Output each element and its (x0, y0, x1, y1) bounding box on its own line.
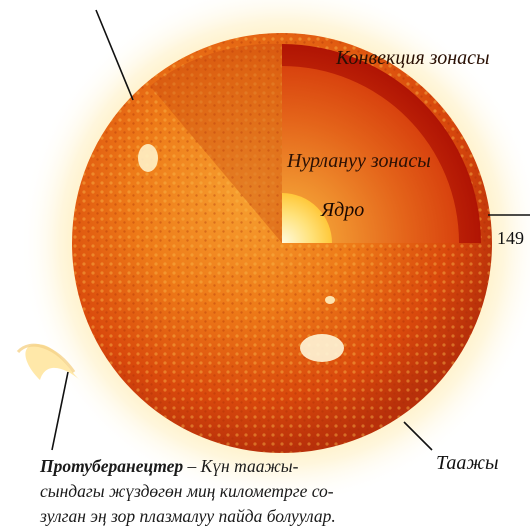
radiation-zone-label: Нурлануу зонасы (287, 150, 431, 172)
core (282, 193, 332, 243)
flare-spot (138, 144, 158, 172)
pointer-line-top (95, 9, 134, 101)
caption-term: Протуберанецтер (40, 456, 184, 476)
prominence (25, 344, 80, 380)
flare-spot (300, 334, 344, 362)
corona-label: Таажы (436, 452, 499, 474)
caption-line1: – Күн таажы- (183, 456, 299, 476)
pointer-line-prominence (51, 371, 69, 451)
radiation-zone (282, 66, 459, 243)
pointer-line-corona (403, 421, 433, 451)
distance-label: 149 (497, 228, 524, 248)
cutaway (150, 43, 481, 243)
core-label: Ядро (321, 199, 365, 221)
caption-line3: зулган эң зор плазмалуу пайда болуулар. (40, 506, 336, 526)
caption-line2: сындагы жүздөгөн миң километрге со- (40, 481, 334, 501)
convection-zone-label: Конвекция зонасы (336, 47, 490, 69)
prominence-caption: Протуберанецтер – Күн таажы- сындагы жүз… (40, 454, 400, 529)
